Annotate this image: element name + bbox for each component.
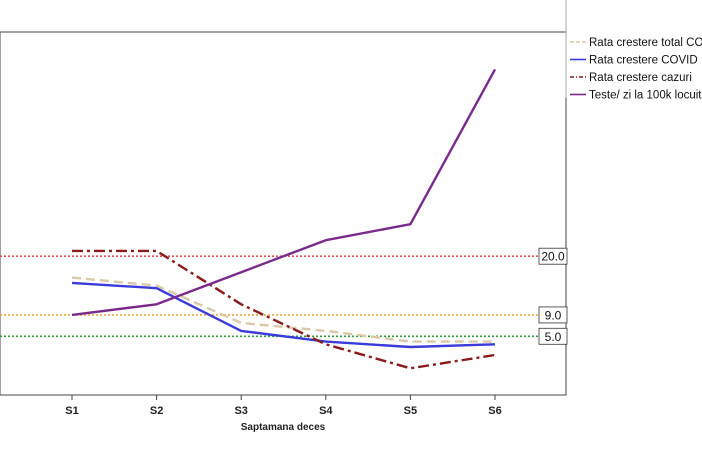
legend-label-4: Teste/ zi la 100k locuitori <box>589 90 702 102</box>
reference-lines: 20.0 9.0 5.0 <box>0 247 568 345</box>
x-tick-label: S6 <box>488 405 501 417</box>
series-lines <box>71 68 497 370</box>
legend-label-3: Rata crestere cazuri <box>589 72 692 84</box>
reference-label-box <box>538 306 568 324</box>
legend: Rata crestere total COVID Rata crestere C… <box>565 0 702 102</box>
reference-label-box <box>538 247 568 265</box>
x-tick-label: S4 <box>319 405 333 417</box>
legend-label-2: Rata crestere COVID <box>589 55 698 67</box>
plot-area <box>0 31 567 396</box>
x-axis-ticks: S1 S2 S3 S4 S5 S6 <box>65 395 502 417</box>
reference-label-text: 20.0 <box>541 250 565 264</box>
x-tick-label: S3 <box>234 405 247 417</box>
series-line-1 <box>71 276 495 343</box>
reference-label-3: 5.0 <box>538 327 568 345</box>
reference-label-2: 9.0 <box>538 306 568 324</box>
reference-label-text: 9.0 <box>545 308 562 322</box>
series-line-3 <box>72 249 496 370</box>
x-tick-label: S1 <box>65 405 78 417</box>
series-line-2 <box>71 281 496 349</box>
reference-label-box <box>538 327 568 345</box>
reference-label-1: 20.0 <box>538 247 568 265</box>
x-tick-label: S5 <box>404 405 417 417</box>
x-tick-label: S2 <box>150 405 163 417</box>
series-line-4 <box>71 68 497 317</box>
reference-label-text: 5.0 <box>545 330 562 344</box>
legend-label-1: Rata crestere total COVID <box>589 37 702 49</box>
x-axis-title: Saptamana deces <box>241 422 326 433</box>
